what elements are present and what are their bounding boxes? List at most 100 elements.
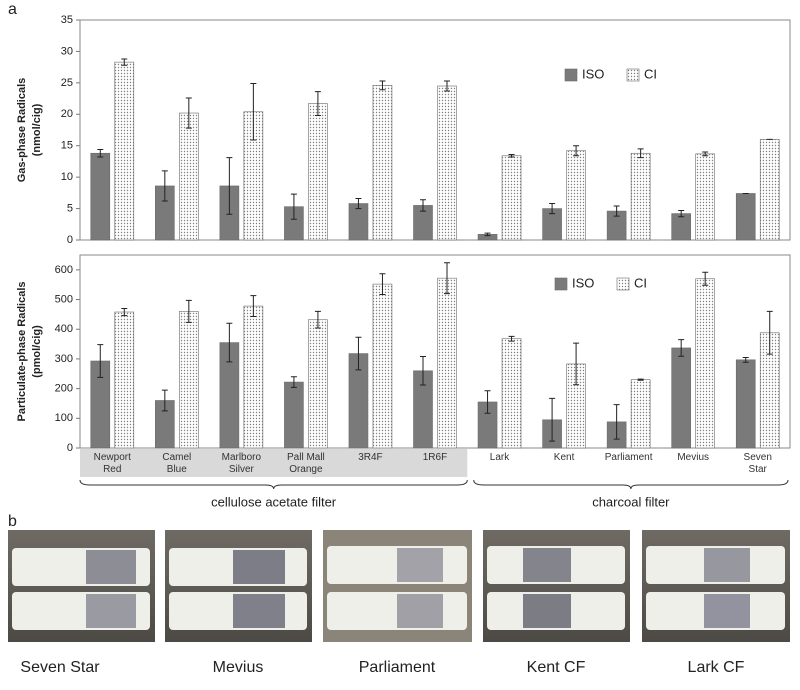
bar bbox=[695, 278, 715, 449]
x-tick-label-box: Kent bbox=[553, 452, 575, 463]
x-tick-label-box: 3R4F bbox=[358, 452, 382, 463]
photo-caption: Kent CF bbox=[527, 659, 586, 676]
x-tick-label-box: 1R6F bbox=[422, 452, 448, 463]
photo-caption: Seven Star bbox=[20, 659, 100, 676]
error-bar bbox=[766, 310, 773, 355]
y-tick-label: 600 bbox=[55, 264, 73, 276]
error-bar bbox=[678, 209, 685, 218]
error-bar bbox=[97, 344, 104, 378]
y-tick-label: 0 bbox=[67, 234, 73, 246]
bar bbox=[114, 61, 135, 241]
y-tick-label: 25 bbox=[61, 77, 73, 89]
y-axis-label: Particulate-phase Radicals bbox=[16, 281, 28, 421]
y-tick-label: 20 bbox=[61, 108, 73, 120]
error-bar bbox=[185, 97, 192, 129]
error-bar bbox=[444, 262, 450, 295]
error-bar bbox=[226, 157, 233, 215]
bar bbox=[90, 152, 111, 241]
y-tick-label: 5 bbox=[67, 202, 73, 214]
x-tick-label: Camel Blue bbox=[162, 452, 192, 475]
bar bbox=[759, 139, 780, 241]
x-tick-label-box: Lark bbox=[489, 452, 510, 463]
error-bar bbox=[420, 199, 426, 212]
error-bar bbox=[742, 356, 749, 363]
error-bar bbox=[613, 205, 620, 217]
bar bbox=[437, 85, 457, 241]
x-tick-label: Parliament bbox=[604, 452, 653, 463]
photo bbox=[323, 530, 472, 642]
legend-swatch bbox=[554, 277, 568, 291]
y-tick-label: 300 bbox=[55, 353, 73, 365]
bar bbox=[308, 103, 328, 241]
photos bbox=[8, 530, 790, 642]
x-tick-label: Kent bbox=[553, 452, 575, 463]
bar bbox=[114, 311, 135, 449]
y-tick-label: 400 bbox=[55, 323, 73, 335]
bar bbox=[179, 311, 199, 449]
x-tick-label-box: Parliament bbox=[604, 452, 653, 463]
error-bar bbox=[226, 322, 233, 363]
panel-label: a bbox=[8, 1, 17, 18]
bar bbox=[179, 112, 199, 241]
x-tick-label: Lark bbox=[489, 452, 510, 463]
error-bar bbox=[290, 193, 297, 220]
x-tick-label-box: Camel Blue bbox=[162, 452, 192, 475]
y-tick-label: 30 bbox=[61, 45, 73, 57]
error-bar bbox=[549, 397, 556, 442]
y-tick-label: 0 bbox=[67, 442, 73, 454]
error-bar bbox=[161, 389, 168, 412]
bar bbox=[630, 379, 651, 449]
error-bar bbox=[508, 335, 515, 342]
x-tick-label-box: Newport Red bbox=[93, 452, 131, 475]
bar bbox=[630, 152, 651, 241]
y-axis-label: Gas-phase Radicals bbox=[16, 78, 28, 183]
bar bbox=[372, 283, 393, 449]
error-bar bbox=[97, 148, 104, 158]
plot-frame bbox=[79, 19, 791, 241]
x-tick-label: Newport Red bbox=[93, 452, 131, 475]
bar bbox=[243, 305, 264, 449]
y-axis-label: (nmol/cig) bbox=[31, 103, 43, 156]
legend-swatch bbox=[616, 277, 630, 291]
bar bbox=[671, 213, 691, 241]
panel-label: b bbox=[8, 513, 17, 530]
y-tick-label: 200 bbox=[55, 383, 73, 395]
legend-swatch bbox=[564, 68, 578, 82]
bar bbox=[566, 150, 586, 241]
x-tick-label-box: Mevius bbox=[677, 452, 710, 463]
error-bar bbox=[573, 145, 580, 157]
error-bar bbox=[355, 336, 362, 371]
error-bar bbox=[678, 339, 685, 357]
bar bbox=[501, 155, 522, 241]
y-tick-label: 35 bbox=[61, 14, 73, 26]
legend-label: ISO bbox=[582, 66, 604, 81]
bar bbox=[735, 193, 756, 241]
error-bar bbox=[508, 154, 515, 158]
photo bbox=[642, 530, 790, 642]
group-brace bbox=[473, 479, 789, 490]
y-tick-label: 100 bbox=[55, 412, 73, 424]
error-bar bbox=[444, 80, 450, 92]
y-tick-label: 500 bbox=[55, 293, 73, 305]
error-bar bbox=[573, 342, 580, 386]
x-tick-label-box: Seven Star bbox=[744, 452, 772, 475]
error-bar bbox=[314, 91, 321, 117]
error-bar bbox=[250, 295, 257, 317]
error-bar bbox=[185, 299, 192, 323]
bar bbox=[671, 347, 691, 449]
x-tick-label: 1R6F bbox=[422, 452, 448, 463]
legend-label: ISO bbox=[572, 275, 594, 290]
photo bbox=[8, 530, 155, 642]
error-bar bbox=[484, 390, 491, 414]
bar bbox=[735, 359, 756, 449]
x-tick-label: Pall Mall Orange bbox=[286, 452, 325, 475]
x-tick-label-box: Pall Mall Orange bbox=[286, 452, 325, 475]
bar bbox=[284, 381, 304, 449]
error-bar bbox=[379, 80, 386, 91]
legend-swatch bbox=[626, 68, 640, 82]
error-bar bbox=[314, 310, 321, 329]
x-tick-label: Mevius bbox=[677, 452, 710, 463]
error-bar bbox=[355, 198, 362, 210]
error-bar bbox=[484, 232, 491, 237]
